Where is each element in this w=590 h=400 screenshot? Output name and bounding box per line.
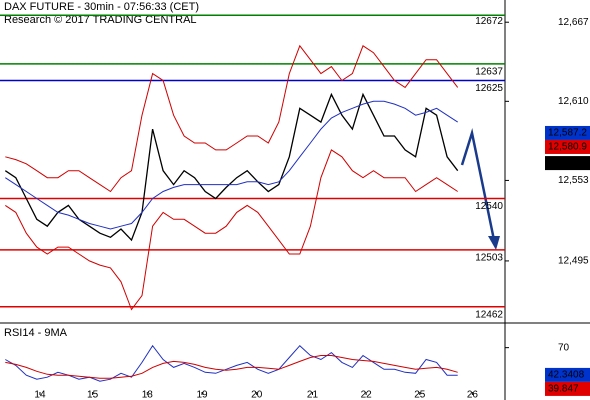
- projection-arrow: [460, 128, 500, 250]
- series-line: [5, 355, 458, 379]
- price-tag: [545, 381, 590, 396]
- level-label: 12503: [475, 252, 503, 263]
- price-tag: [545, 139, 590, 154]
- series-line: [5, 44, 459, 193]
- rsi-title: RSI14 - 9MA: [4, 327, 68, 339]
- chart-subtitle: Research © 2017 TRADING CENTRAL: [4, 14, 197, 26]
- x-tick-label: 14: [34, 390, 46, 400]
- level-label: 12540: [475, 201, 503, 212]
- price-tag: [545, 367, 590, 382]
- y-tick-label: 12,610: [558, 96, 589, 107]
- y-tick-label: 12,495: [558, 256, 589, 267]
- price-tag-label: 12,565.5: [548, 158, 587, 169]
- price-tag-label: 39.847: [548, 384, 579, 395]
- price-tag: [545, 156, 590, 171]
- x-tick-label: 26: [467, 390, 479, 400]
- level-label: 12462: [475, 309, 503, 320]
- x-tick-label: 18: [142, 390, 154, 400]
- y-tick-label: 12,667: [558, 17, 589, 28]
- series-line: [5, 100, 458, 230]
- price-tag: [545, 125, 590, 140]
- x-tick-label: 21: [307, 390, 319, 400]
- series-line: [5, 149, 458, 311]
- x-tick-label: 25: [414, 390, 426, 400]
- x-tick-label: 20: [251, 390, 263, 400]
- level-label: 12637: [475, 66, 503, 77]
- x-tick-label: 15: [87, 390, 99, 400]
- y-tick-label: 70: [558, 342, 570, 353]
- price-tag-label: 12,580.9: [548, 142, 587, 153]
- x-tick-label: 19: [196, 390, 208, 400]
- y-tick-label: 12,553: [558, 175, 589, 186]
- x-tick-label: 22: [361, 390, 373, 400]
- level-label: 12625: [475, 83, 503, 94]
- series-line: [5, 344, 458, 382]
- level-label: 12672: [475, 16, 503, 27]
- price-tag-label: 12,587.2: [548, 128, 587, 139]
- price-tag-label: 42.3408: [548, 370, 585, 381]
- chart-title: DAX FUTURE - 30min - 07:56:33 (CET): [4, 1, 199, 13]
